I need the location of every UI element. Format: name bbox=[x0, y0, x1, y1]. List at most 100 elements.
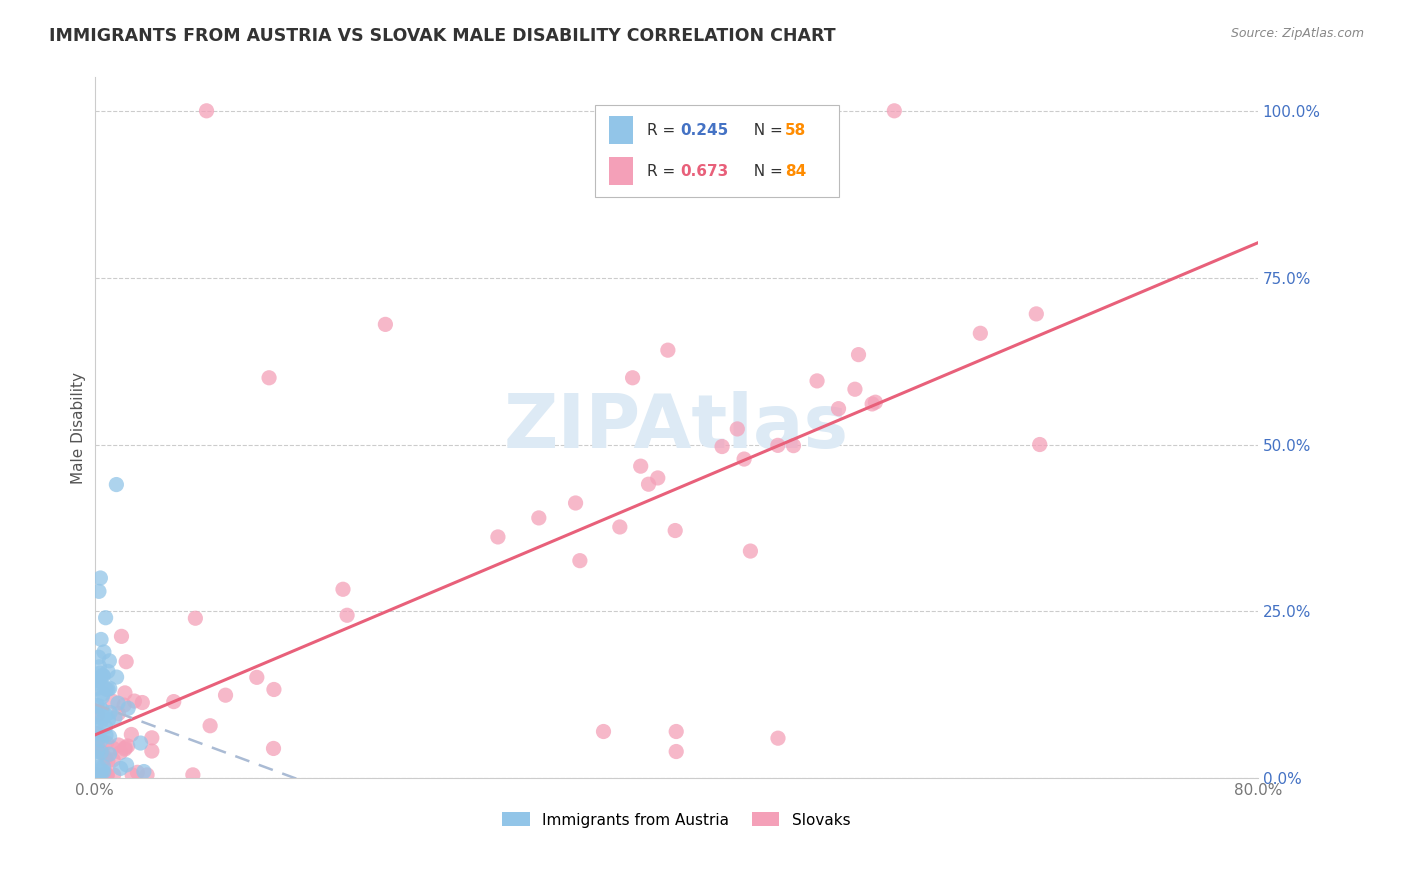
Point bbox=[246, 670, 269, 684]
Point bbox=[86, 734, 108, 748]
Point bbox=[725, 422, 748, 436]
Point bbox=[1025, 307, 1047, 321]
Point bbox=[90, 670, 112, 684]
Point bbox=[124, 694, 146, 708]
Point bbox=[86, 681, 108, 696]
Point bbox=[94, 751, 117, 765]
Text: 0.245: 0.245 bbox=[681, 122, 728, 137]
Text: 0.673: 0.673 bbox=[681, 163, 728, 178]
Point bbox=[94, 720, 117, 734]
Point bbox=[93, 759, 115, 773]
Point bbox=[806, 374, 828, 388]
Point bbox=[131, 696, 153, 710]
Text: R =: R = bbox=[647, 122, 681, 137]
Point bbox=[214, 688, 236, 702]
Point bbox=[101, 694, 124, 708]
Point bbox=[332, 582, 354, 597]
Point bbox=[97, 665, 120, 679]
Point bbox=[105, 670, 128, 684]
FancyBboxPatch shape bbox=[609, 116, 634, 145]
Point bbox=[568, 554, 591, 568]
Point bbox=[91, 768, 114, 782]
FancyBboxPatch shape bbox=[609, 157, 634, 185]
Point bbox=[89, 571, 111, 585]
Text: IMMIGRANTS FROM AUSTRIA VS SLOVAK MALE DISABILITY CORRELATION CHART: IMMIGRANTS FROM AUSTRIA VS SLOVAK MALE D… bbox=[49, 27, 835, 45]
Point bbox=[96, 768, 118, 782]
Point bbox=[132, 764, 155, 779]
Point bbox=[564, 496, 586, 510]
Point bbox=[107, 738, 129, 752]
FancyBboxPatch shape bbox=[595, 105, 839, 196]
Point bbox=[127, 765, 149, 780]
Point bbox=[637, 477, 659, 491]
Point bbox=[86, 745, 108, 759]
Point bbox=[592, 724, 614, 739]
Point bbox=[115, 757, 138, 772]
Point bbox=[117, 701, 139, 715]
Point bbox=[94, 611, 117, 625]
Point bbox=[733, 452, 755, 467]
Point bbox=[141, 744, 163, 758]
Point bbox=[98, 747, 121, 762]
Point bbox=[84, 676, 107, 690]
Point bbox=[86, 731, 108, 745]
Point bbox=[657, 343, 679, 358]
Point bbox=[98, 654, 121, 668]
Point bbox=[89, 659, 111, 673]
Point bbox=[621, 371, 644, 385]
Point bbox=[87, 650, 110, 665]
Point bbox=[609, 520, 631, 534]
Point bbox=[120, 727, 142, 741]
Point bbox=[87, 584, 110, 599]
Point bbox=[827, 401, 849, 416]
Point bbox=[630, 459, 652, 474]
Point bbox=[89, 666, 111, 681]
Point bbox=[117, 739, 139, 753]
Point bbox=[98, 681, 121, 696]
Point bbox=[91, 764, 114, 779]
Point bbox=[86, 768, 108, 782]
Point bbox=[93, 764, 115, 779]
Text: ZIPAtlas: ZIPAtlas bbox=[503, 392, 849, 465]
Point bbox=[257, 371, 280, 385]
Point bbox=[647, 471, 669, 485]
Point bbox=[665, 745, 688, 759]
Point bbox=[664, 524, 686, 538]
Point bbox=[107, 696, 129, 710]
Point bbox=[86, 768, 108, 782]
Point bbox=[860, 397, 883, 411]
Text: N =: N = bbox=[744, 163, 787, 178]
Point bbox=[141, 731, 163, 745]
Point bbox=[86, 726, 108, 740]
Point bbox=[110, 761, 132, 775]
Point bbox=[94, 707, 117, 722]
Point bbox=[90, 733, 112, 747]
Point bbox=[969, 326, 991, 341]
Point bbox=[89, 764, 111, 779]
Point bbox=[263, 741, 285, 756]
Point bbox=[84, 768, 107, 782]
Point bbox=[87, 732, 110, 747]
Point bbox=[110, 746, 132, 760]
Point bbox=[86, 737, 108, 751]
Point bbox=[84, 727, 107, 741]
Point bbox=[91, 703, 114, 717]
Point bbox=[87, 764, 110, 779]
Point bbox=[87, 760, 110, 774]
Point bbox=[90, 764, 112, 779]
Point bbox=[844, 382, 866, 396]
Text: N =: N = bbox=[744, 122, 787, 137]
Point bbox=[89, 699, 111, 714]
Text: 58: 58 bbox=[785, 122, 806, 137]
Point bbox=[97, 713, 120, 727]
Point bbox=[1028, 437, 1050, 451]
Point bbox=[103, 768, 125, 782]
Point bbox=[195, 103, 218, 118]
Point bbox=[740, 544, 762, 558]
Point bbox=[336, 608, 359, 623]
Point bbox=[87, 710, 110, 724]
Y-axis label: Male Disability: Male Disability bbox=[72, 372, 86, 483]
Point bbox=[90, 632, 112, 647]
Point bbox=[163, 695, 186, 709]
Point bbox=[91, 768, 114, 782]
